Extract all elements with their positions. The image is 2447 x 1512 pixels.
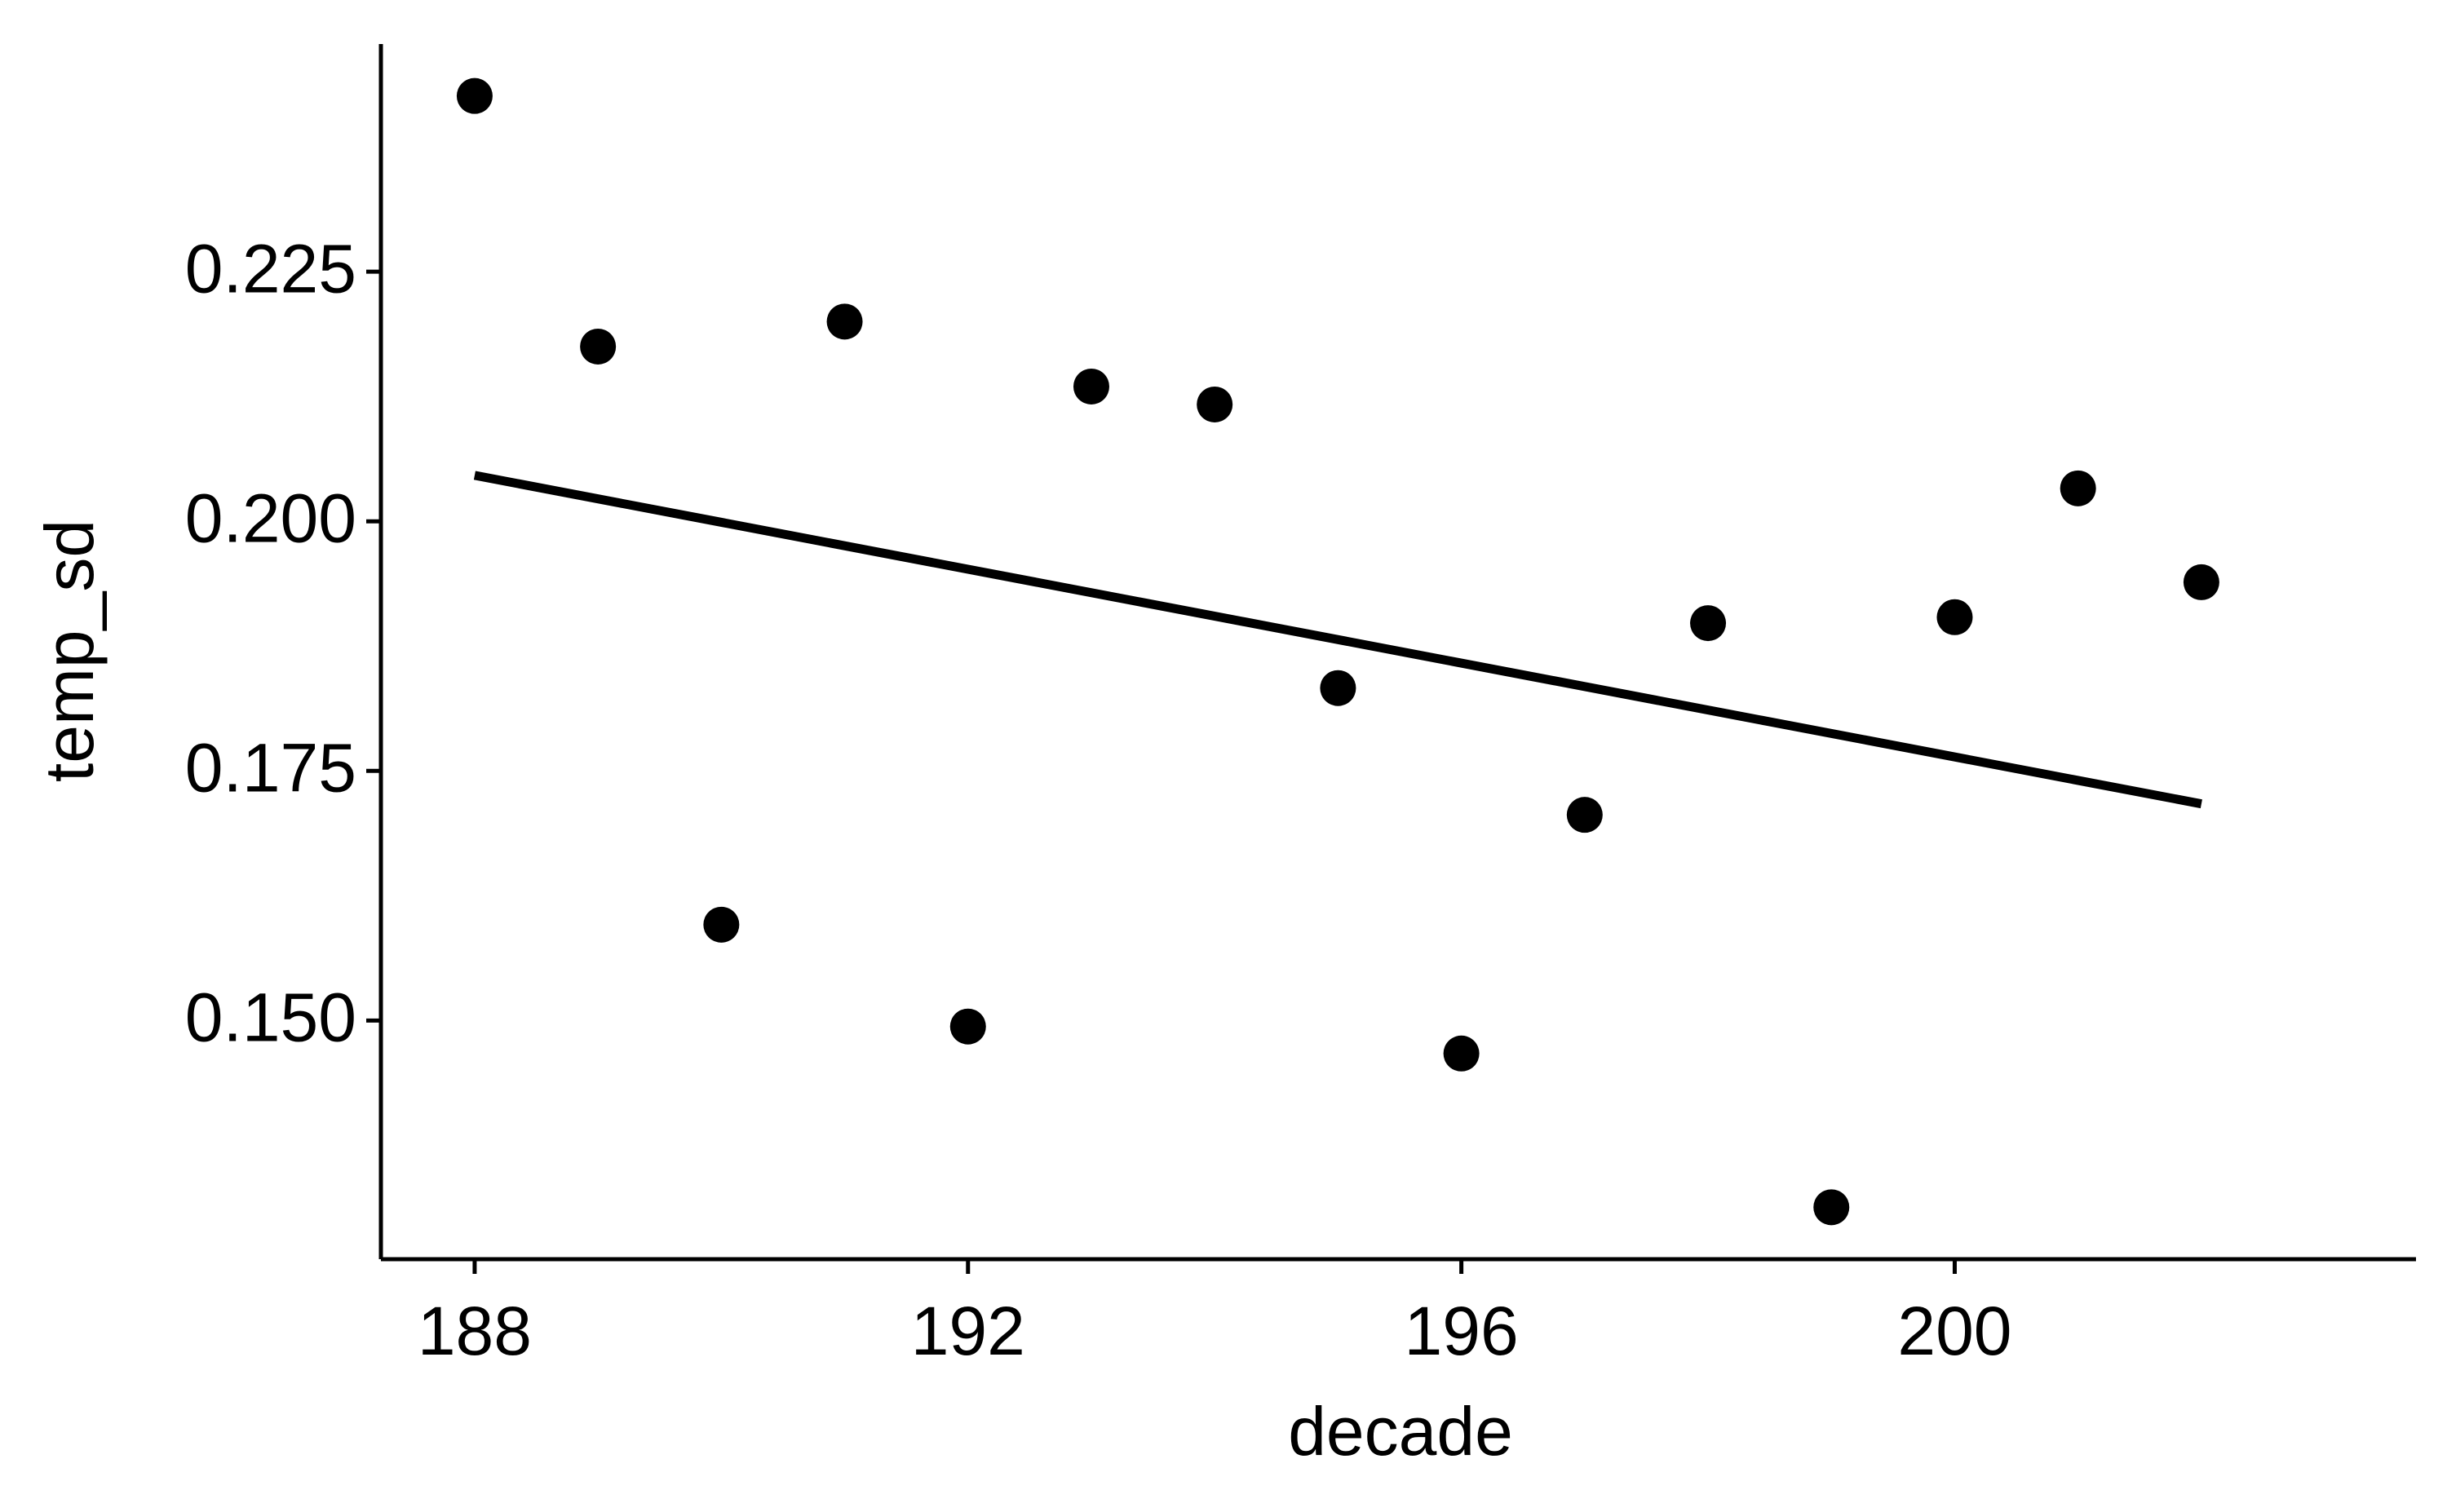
x-tick-label: 192 [911,1293,1025,1369]
x-axis-title: decade [1288,1393,1513,1470]
y-axis-title: temp_sd [31,519,108,782]
y-tick-label: 0.150 [185,979,356,1056]
point [1936,599,1973,635]
point [456,77,493,114]
point [2060,470,2096,506]
y-tick-label: 0.225 [185,230,356,307]
point [1443,1035,1480,1072]
y-tick-label: 0.200 [185,480,356,556]
point [703,906,740,943]
y-tick-label: 0.175 [185,729,356,806]
point [1566,797,1603,833]
trend-line [473,471,2202,809]
x-tick-label: 196 [1405,1293,1519,1369]
point [1320,670,1356,706]
point [2183,564,2219,600]
point [1197,386,1233,422]
x-tick-label: 188 [418,1293,532,1369]
point [949,1008,986,1045]
point [1690,605,1727,642]
point [1073,368,1109,405]
point [1813,1189,1850,1226]
point [580,328,617,365]
point [826,303,863,340]
x-tick-label: 200 [1897,1293,2011,1369]
